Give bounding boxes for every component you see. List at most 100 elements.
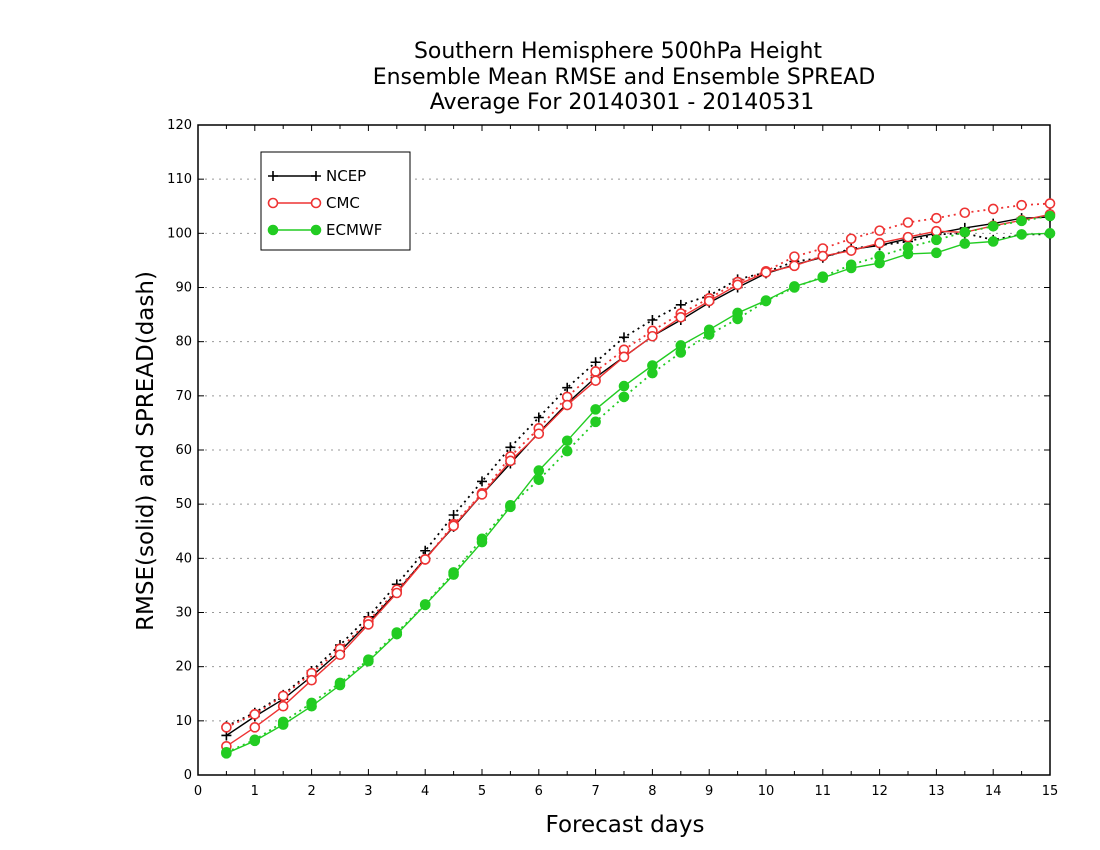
ecmwf-rmse-point	[675, 340, 687, 351]
cmc-spread-point	[931, 212, 942, 224]
legend-marker	[267, 224, 279, 236]
ecmwf-rmse-line	[226, 232, 1051, 754]
y-tick-label: 70	[175, 389, 192, 404]
ecmwf-rmse-point	[505, 501, 516, 513]
ecmwf-spread-point	[1044, 210, 1056, 222]
y-tick-label: 110	[167, 172, 192, 187]
ecmwf-spread-line	[226, 215, 1051, 754]
y-tick-label: 60	[175, 443, 192, 458]
legend-item-ncep: NCEP	[268, 167, 366, 185]
x-tick-label: 1	[251, 784, 259, 799]
cmc-rmse-point	[789, 260, 800, 272]
ecmwf-rmse-point	[306, 700, 317, 712]
cmc-rmse-point	[902, 231, 914, 243]
series-ecmwf	[221, 210, 1056, 759]
ecmwf-rmse-point	[419, 599, 431, 611]
ecmwf-rmse-point	[959, 238, 971, 249]
series-lines	[221, 198, 1056, 759]
title-line-3: Average For 20140301 - 20140531	[430, 90, 815, 115]
cmc-spread-point	[902, 217, 914, 228]
ecmwf-rmse-point	[789, 281, 800, 292]
ecmwf-rmse-point	[902, 248, 914, 260]
cmc-rmse-point	[448, 520, 459, 532]
legend-item-cmc: CMC	[267, 194, 360, 212]
cmc-rmse-point	[817, 250, 829, 262]
ecmwf-spread-point	[533, 474, 545, 486]
cmc-rmse-point	[476, 489, 488, 500]
ecmwf-spread-point	[618, 391, 630, 403]
series-ncep	[221, 212, 1055, 741]
ncep-spread-point	[675, 299, 686, 310]
ecmwf-rmse-point	[249, 735, 261, 747]
legend-marker	[267, 197, 279, 209]
cmc-rmse-point	[561, 399, 573, 411]
ncep-spread-point	[647, 315, 658, 325]
cmc-rmse-point	[419, 554, 431, 565]
ecmwf-rmse-point	[703, 324, 715, 336]
cmc-spread-point	[959, 207, 971, 219]
ecmwf-rmse-point	[647, 360, 658, 371]
cmc-rmse-point	[703, 295, 715, 307]
ecmwf-spread-point	[590, 416, 601, 428]
cmc-rmse-point	[675, 311, 687, 323]
x-tick-label: 11	[815, 784, 832, 799]
y-tick-label: 90	[175, 281, 192, 296]
x-tick-label: 12	[871, 784, 888, 799]
x-axis-title: Forecast days	[546, 812, 705, 838]
x-tick-label: 15	[1042, 784, 1059, 799]
legend-marker	[310, 197, 322, 209]
y-tick-label: 20	[175, 660, 192, 675]
legend-marker	[268, 171, 278, 181]
x-tick-label: 6	[535, 784, 543, 799]
cmc-spread-point	[845, 233, 857, 245]
ecmwf-rmse-point	[732, 307, 743, 319]
ecmwf-spread-point	[959, 226, 971, 238]
title-line-1: Southern Hemisphere 500hPa Height	[414, 39, 822, 64]
cmc-rmse-point	[505, 455, 516, 467]
ecmwf-rmse-point	[987, 236, 999, 247]
ecmwf-rmse-point	[1044, 228, 1056, 239]
ecmwf-rmse-point	[221, 748, 232, 759]
cmc-spread-point	[277, 690, 289, 702]
ecmwf-rmse-point	[363, 655, 374, 667]
series-cmc	[221, 198, 1056, 752]
ecmwf-rmse-point	[533, 465, 545, 476]
cmc-spread-point	[249, 709, 261, 720]
cmc-rmse-point	[845, 245, 857, 256]
cmc-rmse-point	[874, 237, 885, 249]
x-tick-label: 9	[705, 784, 713, 799]
cmc-spread-point	[987, 203, 999, 215]
cmc-rmse-point	[391, 587, 403, 599]
legend-box	[260, 151, 411, 251]
ecmwf-rmse-point	[561, 435, 573, 447]
cmc-rmse-point	[249, 722, 261, 733]
x-tick-label: 5	[478, 784, 486, 799]
ncep-spread-line	[226, 232, 1050, 728]
y-tick-label: 100	[167, 226, 192, 241]
ecmwf-rmse-point	[277, 719, 289, 730]
ecmwf-rmse-point	[334, 679, 346, 691]
x-tick-label: 2	[307, 784, 315, 799]
ecmwf-rmse-point	[391, 628, 403, 640]
ncep-rmse-line	[226, 216, 1051, 737]
cmc-rmse-point	[277, 700, 289, 712]
y-axis-title: RMSE(solid) and SPREAD(dash)	[133, 271, 159, 631]
ncep-spread-point	[505, 442, 516, 453]
ncep-spread-point	[533, 412, 544, 423]
legend-item-ecmwf: ECMWF	[267, 221, 382, 239]
y-tick-label: 30	[175, 606, 192, 621]
cmc-rmse-point	[334, 649, 346, 661]
cmc-spread-point	[590, 366, 601, 377]
ecmwf-rmse-point	[760, 295, 772, 306]
cmc-rmse-point	[590, 375, 601, 386]
legend-marker	[310, 224, 322, 236]
y-tick-label: 50	[175, 497, 192, 512]
cmc-spread-point	[789, 251, 800, 262]
cmc-rmse-point	[647, 330, 658, 342]
cmc-spread-point	[1044, 198, 1056, 209]
cmc-spread-point	[874, 225, 885, 236]
cmc-rmse-point	[618, 351, 630, 363]
cmc-rmse-point	[306, 674, 317, 686]
